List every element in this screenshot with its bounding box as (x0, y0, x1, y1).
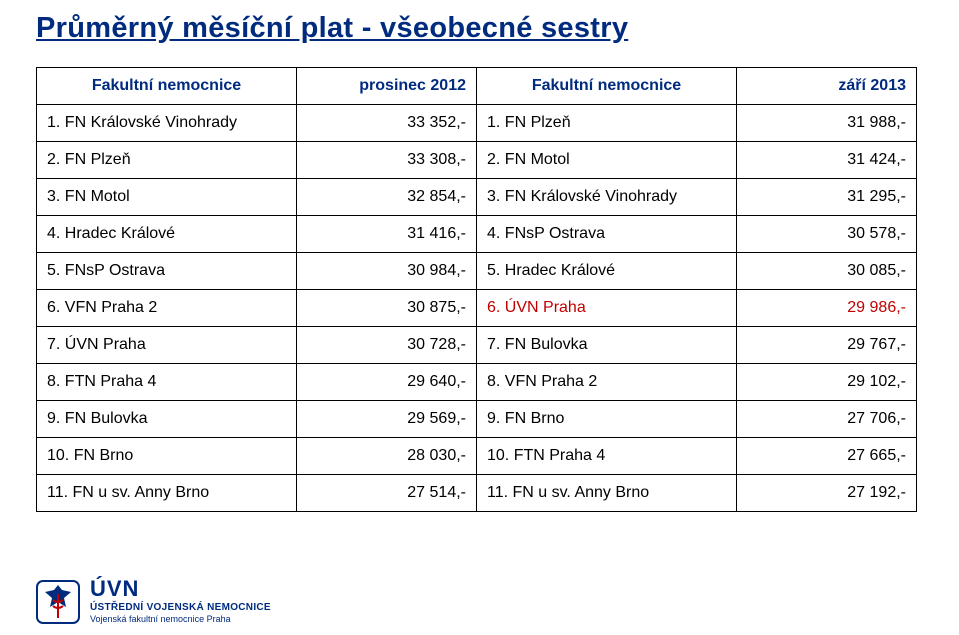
cell-left-name: 1. FN Královské Vinohrady (37, 105, 297, 142)
cell-right-value: 30 578,- (737, 216, 917, 253)
page-title: Průměrný měsíční plat - všeobecné sestry (36, 12, 931, 45)
document-page: Průměrný měsíční plat - všeobecné sestry… (0, 0, 959, 635)
cell-right-value: 29 102,- (737, 364, 917, 401)
cell-left-name: 2. FN Plzeň (37, 142, 297, 179)
cell-left-value: 30 875,- (297, 290, 477, 327)
table-row: 3. FN Motol32 854,-3. FN Královské Vinoh… (37, 179, 917, 216)
cell-left-name: 5. FNsP Ostrava (37, 253, 297, 290)
cell-right-value: 29 767,- (737, 327, 917, 364)
footer-brand: ÚVN (90, 578, 271, 600)
table-row: 7. ÚVN Praha30 728,-7. FN Bulovka29 767,… (37, 327, 917, 364)
cell-left-name: 8. FTN Praha 4 (37, 364, 297, 401)
table-row: 9. FN Bulovka29 569,-9. FN Brno27 706,- (37, 401, 917, 438)
cell-right-value: 27 192,- (737, 475, 917, 512)
cell-right-name: 3. FN Královské Vinohrady (477, 179, 737, 216)
cell-right-name: 10. FTN Praha 4 (477, 438, 737, 475)
table-row: 10. FN Brno28 030,-10. FTN Praha 427 665… (37, 438, 917, 475)
cell-left-name: 10. FN Brno (37, 438, 297, 475)
cell-right-name: 1. FN Plzeň (477, 105, 737, 142)
cell-right-name: 9. FN Brno (477, 401, 737, 438)
cell-left-value: 27 514,- (297, 475, 477, 512)
table-row: 2. FN Plzeň33 308,-2. FN Motol31 424,- (37, 142, 917, 179)
cell-right-value: 27 706,- (737, 401, 917, 438)
cell-right-name: 4. FNsP Ostrava (477, 216, 737, 253)
cell-left-value: 30 728,- (297, 327, 477, 364)
footer-text: ÚVN ÚSTŘEDNÍ VOJENSKÁ NEMOCNICE Vojenská… (90, 578, 271, 625)
cell-left-value: 29 569,- (297, 401, 477, 438)
table-row: 4. Hradec Králové31 416,-4. FNsP Ostrava… (37, 216, 917, 253)
cell-left-value: 31 416,- (297, 216, 477, 253)
cell-left-name: 3. FN Motol (37, 179, 297, 216)
table-row: 1. FN Královské Vinohrady33 352,-1. FN P… (37, 105, 917, 142)
cell-right-value: 31 988,- (737, 105, 917, 142)
cell-right-name: 6. ÚVN Praha (477, 290, 737, 327)
cell-right-name: 8. VFN Praha 2 (477, 364, 737, 401)
cell-left-name: 4. Hradec Králové (37, 216, 297, 253)
cell-right-name: 11. FN u sv. Anny Brno (477, 475, 737, 512)
header-right-period: září 2013 (737, 68, 917, 105)
cell-left-name: 9. FN Bulovka (37, 401, 297, 438)
header-left-name: Fakultní nemocnice (37, 68, 297, 105)
table-row: 5. FNsP Ostrava30 984,-5. Hradec Králové… (37, 253, 917, 290)
cell-right-value: 31 424,- (737, 142, 917, 179)
table-header-row: Fakultní nemocnice prosinec 2012 Fakultn… (37, 68, 917, 105)
header-right-name: Fakultní nemocnice (477, 68, 737, 105)
cell-left-name: 6. VFN Praha 2 (37, 290, 297, 327)
salary-table: Fakultní nemocnice prosinec 2012 Fakultn… (36, 67, 917, 512)
header-left-period: prosinec 2012 (297, 68, 477, 105)
cell-left-value: 33 308,- (297, 142, 477, 179)
cell-right-value: 31 295,- (737, 179, 917, 216)
cell-right-name: 5. Hradec Králové (477, 253, 737, 290)
cell-right-name: 2. FN Motol (477, 142, 737, 179)
table-row: 6. VFN Praha 230 875,-6. ÚVN Praha29 986… (37, 290, 917, 327)
table-row: 11. FN u sv. Anny Brno27 514,-11. FN u s… (37, 475, 917, 512)
footer: ÚVN ÚSTŘEDNÍ VOJENSKÁ NEMOCNICE Vojenská… (36, 578, 271, 625)
cell-right-value: 27 665,- (737, 438, 917, 475)
cell-left-value: 30 984,- (297, 253, 477, 290)
cell-left-value: 28 030,- (297, 438, 477, 475)
cell-left-value: 32 854,- (297, 179, 477, 216)
cell-left-name: 11. FN u sv. Anny Brno (37, 475, 297, 512)
footer-line3: Vojenská fakultní nemocnice Praha (90, 614, 271, 625)
cell-right-name: 7. FN Bulovka (477, 327, 737, 364)
cell-right-value: 29 986,- (737, 290, 917, 327)
cell-left-name: 7. ÚVN Praha (37, 327, 297, 364)
cell-left-value: 29 640,- (297, 364, 477, 401)
cell-right-value: 30 085,- (737, 253, 917, 290)
cell-left-value: 33 352,- (297, 105, 477, 142)
footer-line2: ÚSTŘEDNÍ VOJENSKÁ NEMOCNICE (90, 602, 271, 614)
table-row: 8. FTN Praha 429 640,-8. VFN Praha 229 1… (37, 364, 917, 401)
hospital-logo-icon (36, 580, 80, 624)
